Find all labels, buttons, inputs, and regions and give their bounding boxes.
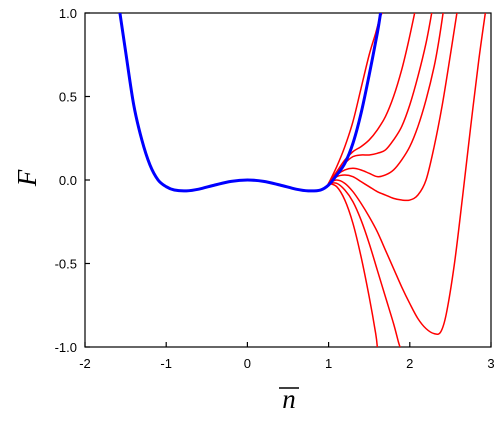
series-line-6 — [327, 13, 458, 202]
y-axis-title: F — [12, 169, 42, 187]
series-line-2 — [327, 13, 383, 185]
x-tick-label: -2 — [79, 356, 91, 371]
series-line-3 — [327, 13, 416, 185]
y-tick-label: 1.0 — [59, 6, 77, 21]
x-tick-label: 1 — [325, 356, 332, 371]
y-tick-label: 0.5 — [59, 90, 77, 105]
series-line-4 — [327, 13, 433, 185]
x-ticks-group: -2 -1 0 1 2 3 — [79, 342, 495, 371]
series-line-5 — [327, 13, 444, 185]
x-tick-label: 2 — [406, 356, 413, 371]
x-tick-label: -1 — [160, 356, 172, 371]
y-tick-label: -0.5 — [55, 257, 77, 272]
y-tick-label: 0.0 — [59, 173, 77, 188]
plot-area: -2 -1 0 1 2 3 1.0 0.5 0.0 -0.5 -1.0 — [55, 6, 495, 371]
series-line-7 — [327, 13, 487, 336]
x-axis-label: n — [282, 384, 296, 414]
plot-frame — [84, 12, 492, 348]
curves-group — [118, 13, 487, 347]
y-tick-label: -1.0 — [55, 340, 77, 355]
series-line-1 — [118, 13, 383, 193]
x-tick-label: 0 — [244, 356, 251, 371]
x-axis-title: n — [279, 384, 299, 414]
series-line-9 — [327, 182, 379, 347]
y-ticks-group: 1.0 0.5 0.0 -0.5 -1.0 — [55, 6, 90, 355]
x-tick-label: 3 — [487, 356, 494, 371]
y-axis-label: F — [12, 169, 42, 187]
series-line-8 — [327, 182, 401, 347]
